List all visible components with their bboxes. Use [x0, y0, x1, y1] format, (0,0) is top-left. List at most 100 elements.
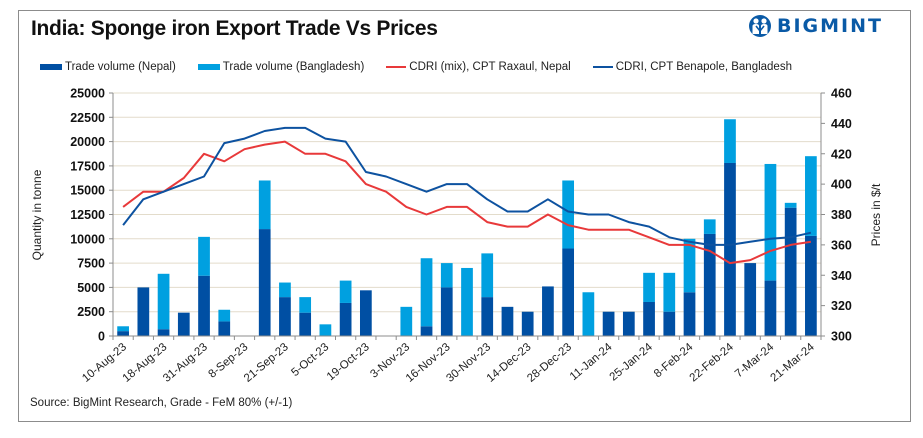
- y2-tick-label: 380: [831, 208, 852, 222]
- line-raxaul-price: [122, 140, 812, 265]
- bar-bangladesh: [400, 306, 413, 336]
- legend-item-benapole-price: CDRI, CPT Benapole, Bangladesh: [592, 61, 792, 73]
- bar-nepal: [117, 331, 129, 336]
- y2-tick-label: 300: [831, 330, 852, 344]
- bar-nepal: [643, 301, 655, 336]
- chart-legend: Trade volume (Nepal) Trade volume (Bangl…: [40, 61, 814, 73]
- bar-nepal: [279, 297, 291, 336]
- bar-bangladesh: [299, 297, 312, 313]
- bar-nepal: [521, 311, 534, 336]
- bar-nepal: [622, 311, 635, 336]
- bar-bangladesh: [724, 119, 736, 163]
- y2-tick-label: 320: [831, 299, 852, 313]
- legend-label: CDRI (mix), CPT Raxaul, Nepal: [409, 61, 571, 73]
- bar-bangladesh: [218, 309, 231, 322]
- bar-nepal: [724, 162, 736, 336]
- bar-nepal: [602, 311, 615, 336]
- legend-swatch-nepal-volume: [40, 64, 62, 70]
- bar-nepal: [137, 287, 150, 336]
- bar-nepal: [339, 302, 352, 336]
- y2-tick-label: 420: [831, 147, 852, 161]
- bar-bangladesh: [764, 163, 777, 281]
- bar-nepal: [542, 286, 554, 336]
- y-tick-label: 17500: [70, 159, 105, 173]
- y2-axis-title: Prices in $/t: [869, 183, 883, 246]
- bar-nepal: [420, 326, 433, 336]
- x-tick-label: 31-Aug-23: [161, 341, 210, 385]
- line-benapole-price: [122, 126, 812, 246]
- y2-tick-label: 440: [831, 117, 852, 131]
- bar-nepal: [198, 275, 210, 336]
- legend-label: CDRI, CPT Benapole, Bangladesh: [615, 61, 792, 73]
- chart-title: India: Sponge iron Export Trade Vs Price…: [31, 17, 438, 40]
- legend-label: Trade volume (Nepal): [65, 61, 176, 73]
- bar-bangladesh: [562, 180, 575, 249]
- bar-nepal: [562, 248, 575, 336]
- legend-item-bangladesh-volume: Trade volume (Bangladesh): [197, 61, 365, 73]
- bar-bangladesh: [420, 258, 433, 327]
- bar-nepal: [764, 280, 777, 336]
- bar-bangladesh: [319, 324, 332, 336]
- bar-nepal: [481, 297, 494, 336]
- chart-frame: [18, 10, 911, 422]
- y2-tick-label: 360: [831, 238, 852, 252]
- bar-bangladesh: [440, 263, 453, 288]
- bar-nepal: [683, 292, 696, 336]
- y2-tick-label: 400: [831, 178, 852, 192]
- bar-nepal: [703, 233, 716, 336]
- bar-bangladesh: [198, 236, 210, 276]
- bars: [117, 119, 817, 336]
- y-tick-label: 10000: [70, 232, 105, 246]
- bar-nepal: [177, 312, 190, 336]
- legend-item-nepal-volume: Trade volume (Nepal): [40, 61, 176, 73]
- y-tick-label: 25000: [70, 87, 105, 101]
- x-tick-label: 21-Mar-24: [768, 341, 817, 385]
- bigmint-logo-icon: [749, 15, 771, 37]
- bar-bangladesh: [683, 238, 696, 293]
- source-note: Source: BigMint Research, Grade - FeM 80…: [30, 397, 293, 409]
- bar-nepal: [805, 235, 817, 336]
- x-tick-label: 28-Dec-23: [525, 341, 574, 385]
- bar-bangladesh: [461, 267, 473, 336]
- y-tick-label: 22500: [70, 111, 105, 125]
- bar-nepal: [218, 321, 231, 336]
- y-tick-label: 12500: [70, 208, 105, 222]
- bar-bangladesh: [481, 253, 494, 298]
- x-tick-label: 22-Feb-24: [688, 341, 737, 385]
- legend-label: Trade volume (Bangladesh): [222, 61, 365, 73]
- bar-nepal: [501, 306, 514, 336]
- y-tick-label: 0: [98, 330, 105, 344]
- bar-nepal: [744, 263, 757, 336]
- bar-bangladesh: [582, 292, 595, 336]
- y2-tick-label: 460: [831, 87, 852, 101]
- legend-item-raxaul-price: CDRI (mix), CPT Raxaul, Nepal: [386, 61, 571, 73]
- bar-bangladesh: [279, 282, 291, 298]
- logo-text: BIGMINT: [777, 15, 883, 37]
- bar-bangladesh: [117, 326, 129, 332]
- bar-nepal: [299, 312, 312, 336]
- y-tick-label: 7500: [77, 257, 105, 271]
- bar-bangladesh: [157, 273, 170, 330]
- bar-bangladesh: [643, 272, 655, 302]
- bar-bangladesh: [663, 272, 676, 312]
- bar-nepal: [440, 287, 453, 336]
- bar-bangladesh: [703, 219, 716, 234]
- bar-nepal: [784, 207, 797, 336]
- bar-nepal: [258, 229, 271, 336]
- bar-bangladesh: [258, 180, 271, 230]
- bar-nepal: [359, 290, 372, 336]
- x-tick-label: 11-Jan-24: [568, 341, 615, 383]
- y-axis-title: Quantity in tonne: [30, 169, 44, 260]
- x-tick-label: 21-Sep-23: [242, 341, 291, 385]
- legend-swatch-raxaul-price: [386, 66, 407, 68]
- y-tick-label: 15000: [70, 184, 105, 198]
- x-tick-label: 19-Oct-23: [325, 341, 372, 383]
- y-tick-label: 20000: [70, 135, 105, 149]
- legend-swatch-benapole-price: [592, 66, 613, 68]
- price-lines: [122, 126, 812, 265]
- bar-nepal: [157, 329, 170, 336]
- y-tick-label: 2500: [77, 305, 105, 319]
- x-tick-label: 25-Jan-24: [608, 341, 656, 384]
- bigmint-logo: BIGMINT: [748, 14, 883, 38]
